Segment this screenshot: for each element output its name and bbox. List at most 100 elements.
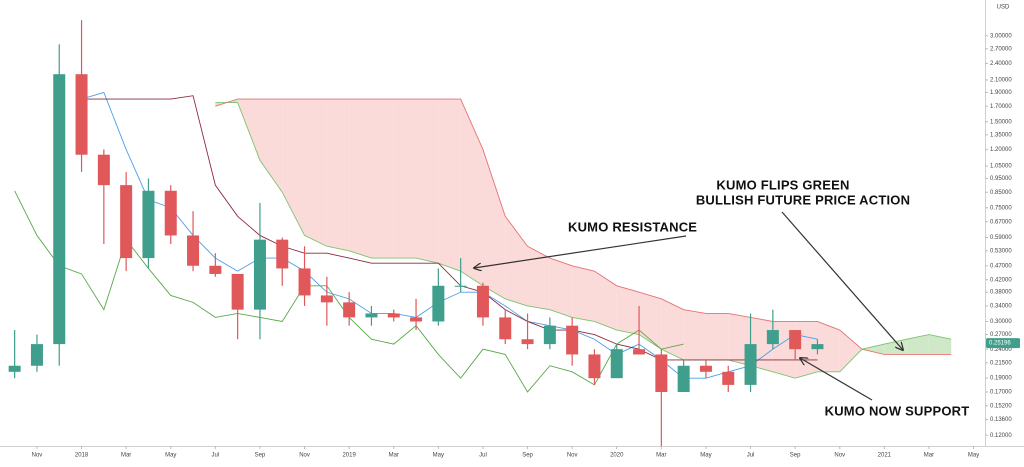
candles [8, 20, 824, 446]
annotation-arrow [781, 211, 903, 350]
cloud-segment [349, 99, 372, 259]
x-tick-label: Mar [389, 453, 399, 459]
x-tick-label: 2018 [75, 453, 89, 459]
candle-body [343, 302, 356, 318]
y-tick-label: 1.70000 [990, 104, 1012, 110]
candle-body [8, 365, 21, 372]
cloud-segment [282, 99, 305, 236]
candle-body [53, 74, 66, 345]
cloud-segment [839, 330, 863, 372]
candle-body [142, 190, 155, 259]
candle-body [566, 325, 579, 355]
y-tick-label: 0.27000 [990, 332, 1012, 338]
annotation: KUMO NOW SUPPORT [825, 403, 970, 418]
candle-body [476, 285, 489, 318]
span-b-line [215, 98, 952, 355]
cloud-segment [326, 99, 350, 251]
candle-body [164, 190, 177, 236]
y-tick-label: 0.53000 [990, 248, 1012, 254]
y-tick-label: 2.10000 [990, 78, 1012, 84]
cloud-segment [482, 149, 506, 299]
y-tick-label: 0.42000 [990, 277, 1012, 283]
candle-body [253, 239, 266, 310]
x-tick-label: Nov [567, 453, 578, 459]
y-tick-label: 0.47000 [990, 263, 1012, 269]
candle-body [722, 371, 735, 385]
y-tick-label: 0.12000 [990, 433, 1012, 439]
candle-body [588, 354, 601, 379]
candle-body [610, 349, 623, 379]
candle-body [766, 330, 779, 345]
y-tick-label: 0.30000 [990, 319, 1012, 325]
cloud-segment [928, 334, 952, 355]
y-tick-label: 1.20000 [990, 147, 1012, 153]
candle-body [454, 285, 467, 287]
annotation-arrow [800, 358, 873, 401]
y-tick-label: 0.38000 [990, 290, 1012, 296]
cloud-segment [772, 321, 796, 379]
cloud-segment [616, 285, 640, 335]
x-tick-label: Mar [924, 453, 934, 459]
cloud-segment [460, 99, 483, 286]
last-price-label: 0.25196 [989, 341, 1011, 347]
cloud-segment [304, 99, 327, 247]
cloud-segment [683, 309, 706, 360]
cloud-segment [795, 321, 818, 379]
x-tick-label: Sep [255, 453, 266, 459]
candle-body [320, 295, 333, 303]
indicator-line [81, 91, 818, 379]
candle-body [543, 325, 556, 345]
candle-body [633, 349, 646, 355]
cloud-segment [438, 99, 461, 272]
last-price-tag [986, 338, 1020, 349]
annotation: BULLISH FUTURE PRICE ACTION [696, 192, 910, 207]
cloud [215, 98, 952, 379]
cloud-segment [416, 99, 439, 264]
cloud-segment [371, 99, 394, 259]
cloud-segment [906, 334, 929, 355]
x-tick-label: May [968, 453, 979, 459]
cloud-segment [639, 292, 662, 350]
candle-body [298, 268, 311, 296]
y-tick-label: 0.13600 [990, 417, 1012, 423]
x-tick-label: Jul [212, 453, 220, 459]
x-tick-label: Nov [834, 453, 845, 459]
x-tick-label: Nov [32, 453, 43, 459]
span-a-line [215, 102, 952, 379]
x-tick-label: 2020 [610, 453, 624, 459]
y-tick-label: 3.00000 [990, 33, 1012, 39]
candle-body [699, 365, 712, 372]
cloud-segment [259, 99, 283, 193]
y-tick-label: 1.05000 [990, 164, 1012, 170]
x-tick-label: Sep [790, 453, 801, 459]
y-tick-label: 0.19000 [990, 376, 1012, 382]
annotation: KUMO RESISTANCE [568, 219, 697, 234]
x-tick-label: Sep [522, 453, 533, 459]
cloud-segment [527, 246, 550, 310]
y-tick-label: 1.50000 [990, 119, 1012, 125]
candle-body [410, 317, 423, 322]
candle-body [387, 313, 400, 318]
candle-body [499, 317, 512, 340]
x-tick-label: Jul [479, 453, 487, 459]
cloud-segment [661, 298, 684, 360]
x-tick-label: May [165, 453, 176, 459]
x-tick-label: 2021 [878, 453, 892, 459]
cloud-segment [817, 321, 840, 372]
cloud-segment [572, 265, 595, 322]
candle-body [744, 344, 757, 385]
cloud-segment [705, 313, 729, 360]
y-tick-label: 1.90000 [990, 90, 1012, 96]
annotation: KUMO FLIPS GREEN [716, 177, 849, 192]
y-tick-label: 0.15200 [990, 403, 1012, 409]
y-tick-label: 1.35000 [990, 132, 1012, 138]
x-tick-label: May [700, 453, 711, 459]
candle-body [521, 339, 534, 345]
candle-body [187, 235, 200, 266]
y-tick-label: 2.70000 [990, 46, 1012, 52]
cloud-segment [594, 271, 617, 331]
x-tick-label: May [433, 453, 444, 459]
axes: 3.00000 2.70000 2.40000 2.10000 1.90000 1.700… [32, 33, 1020, 459]
candle-body [120, 185, 133, 259]
